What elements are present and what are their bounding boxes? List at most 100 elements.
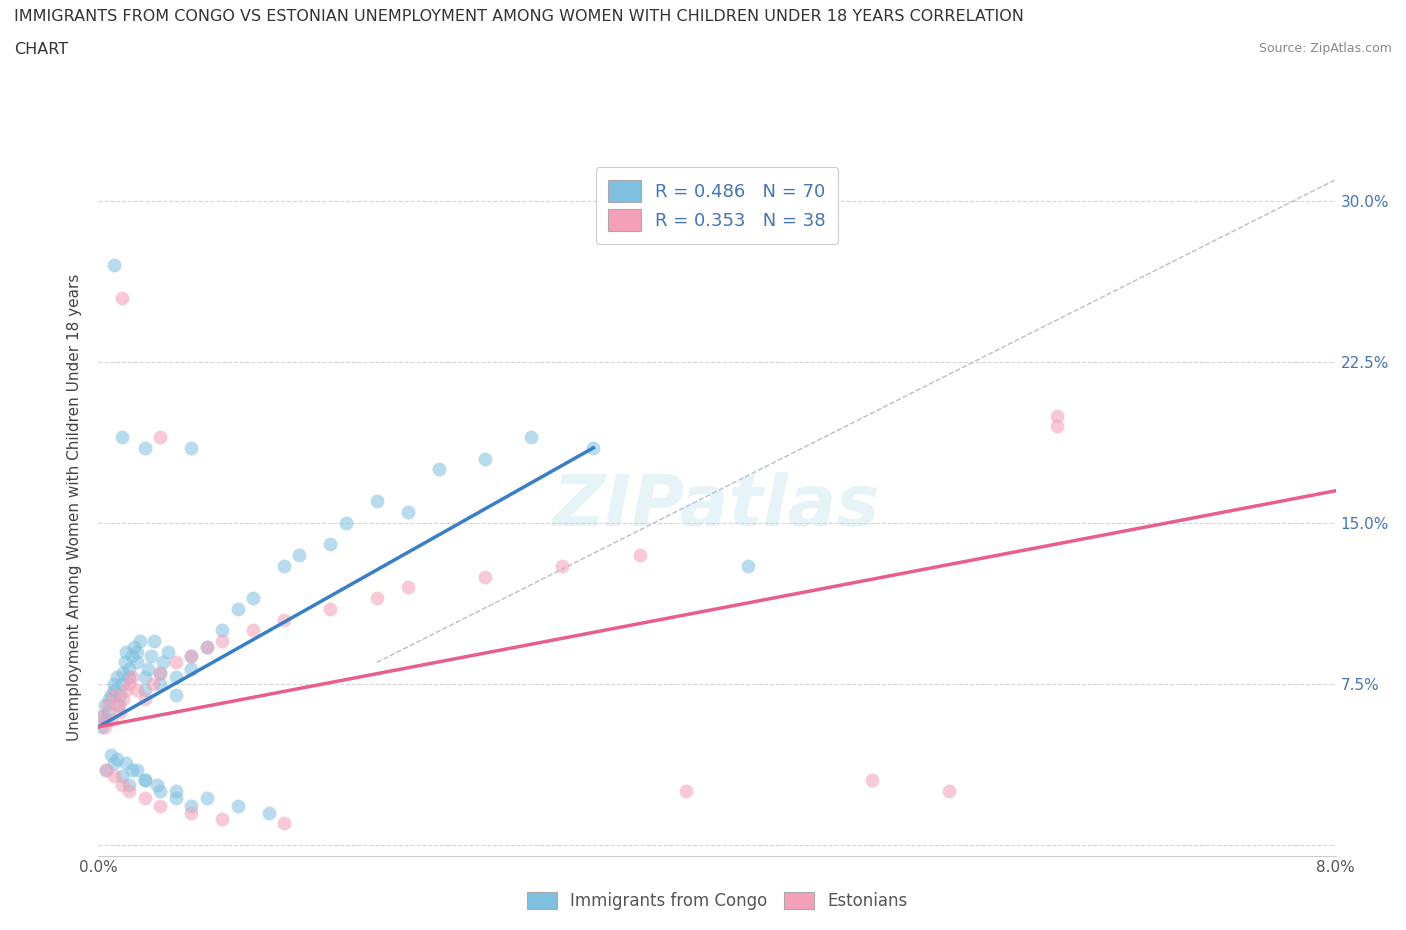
Point — [165, 784, 187, 799]
Point — [474, 451, 496, 466]
Point — [157, 644, 180, 659]
Point — [121, 648, 143, 663]
Point — [149, 784, 172, 799]
Point — [180, 805, 202, 820]
Point — [103, 687, 125, 702]
Point — [111, 769, 134, 784]
Point — [134, 773, 156, 788]
Point — [149, 799, 172, 814]
Point — [90, 720, 112, 735]
Point — [93, 720, 115, 735]
Point — [1046, 418, 1069, 433]
Point — [91, 709, 114, 724]
Point — [938, 784, 960, 799]
Point — [96, 763, 118, 777]
Point — [134, 670, 156, 684]
Point — [242, 623, 264, 638]
Point — [100, 748, 122, 763]
Point — [129, 633, 152, 648]
Point — [195, 640, 218, 655]
Point — [149, 666, 172, 681]
Legend: Immigrants from Congo, Estonians: Immigrants from Congo, Estonians — [520, 885, 914, 917]
Point — [737, 558, 759, 573]
Point — [134, 683, 156, 698]
Point — [139, 648, 162, 663]
Point — [118, 661, 141, 676]
Point — [103, 756, 125, 771]
Point — [127, 655, 149, 670]
Point — [180, 648, 202, 663]
Point — [146, 777, 169, 792]
Point — [319, 602, 342, 617]
Text: CHART: CHART — [14, 42, 67, 57]
Point — [96, 713, 118, 728]
Point — [211, 633, 233, 648]
Point — [107, 698, 129, 712]
Point — [108, 687, 131, 702]
Point — [111, 290, 134, 305]
Point — [115, 683, 138, 698]
Point — [111, 777, 134, 792]
Point — [288, 548, 311, 563]
Point — [121, 763, 143, 777]
Point — [103, 683, 125, 698]
Point — [114, 655, 136, 670]
Point — [142, 676, 165, 691]
Point — [93, 698, 115, 712]
Point — [257, 805, 280, 820]
Point — [97, 704, 120, 719]
Point — [242, 591, 264, 605]
Point — [582, 441, 605, 456]
Text: IMMIGRANTS FROM CONGO VS ESTONIAN UNEMPLOYMENT AMONG WOMEN WITH CHILDREN UNDER 1: IMMIGRANTS FROM CONGO VS ESTONIAN UNEMPL… — [14, 9, 1024, 24]
Point — [551, 558, 574, 573]
Point — [100, 713, 122, 728]
Point — [134, 692, 156, 707]
Text: ZIPatlas: ZIPatlas — [554, 472, 880, 541]
Point — [111, 676, 134, 691]
Point — [474, 569, 496, 584]
Point — [100, 687, 122, 702]
Point — [180, 661, 202, 676]
Point — [319, 537, 342, 551]
Point — [103, 258, 125, 272]
Point — [96, 763, 118, 777]
Point — [165, 790, 187, 805]
Point — [1046, 408, 1069, 423]
Point — [273, 558, 295, 573]
Point — [180, 648, 202, 663]
Point — [396, 505, 419, 520]
Point — [366, 494, 388, 509]
Point — [103, 676, 125, 691]
Point — [195, 790, 218, 805]
Point — [111, 430, 134, 445]
Point — [226, 799, 249, 814]
Point — [127, 644, 149, 659]
Point — [112, 666, 135, 681]
Point — [149, 676, 172, 691]
Point — [105, 670, 128, 684]
Point — [165, 687, 187, 702]
Point — [115, 756, 138, 771]
Point — [136, 661, 159, 676]
Point — [143, 633, 166, 648]
Point — [105, 698, 128, 712]
Point — [118, 784, 141, 799]
Point — [134, 441, 156, 456]
Point — [152, 655, 174, 670]
Point — [396, 580, 419, 595]
Point — [366, 591, 388, 605]
Point — [112, 692, 135, 707]
Point — [134, 790, 156, 805]
Point — [165, 655, 187, 670]
Point — [149, 666, 172, 681]
Point — [103, 769, 125, 784]
Point — [165, 670, 187, 684]
Point — [335, 515, 357, 530]
Point — [211, 623, 233, 638]
Point — [180, 441, 202, 456]
Point — [122, 640, 145, 655]
Point — [860, 773, 883, 788]
Point — [127, 683, 149, 698]
Point — [118, 670, 141, 684]
Point — [211, 812, 233, 827]
